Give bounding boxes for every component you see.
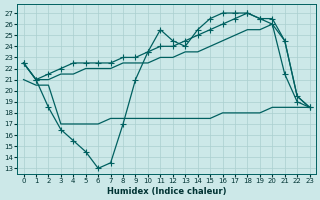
- X-axis label: Humidex (Indice chaleur): Humidex (Indice chaleur): [107, 187, 226, 196]
